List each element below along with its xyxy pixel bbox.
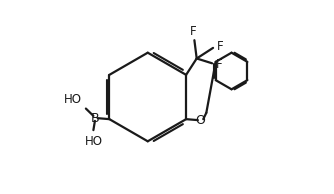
- Text: F: F: [216, 40, 223, 53]
- Text: F: F: [215, 58, 222, 71]
- Text: HO: HO: [63, 93, 81, 106]
- Text: F: F: [190, 25, 197, 38]
- Text: O: O: [196, 114, 205, 127]
- Text: HO: HO: [86, 135, 103, 148]
- Text: B: B: [91, 112, 99, 125]
